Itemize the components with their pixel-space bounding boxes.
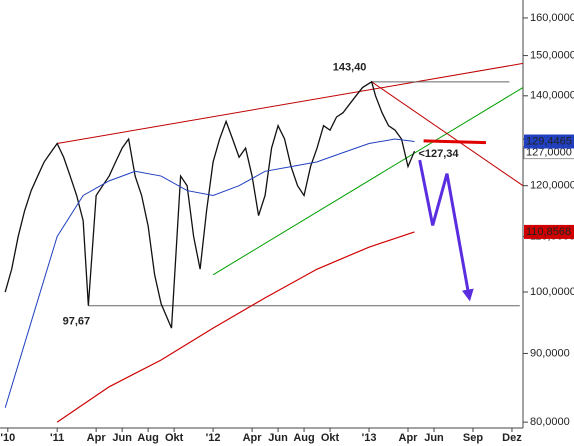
annotation: <127,34 [418,148,459,160]
price-label-box [524,224,574,239]
series-line [4,138,415,408]
trend-line [212,87,524,276]
y-tick-label: 100,0000 [530,286,574,298]
x-tick-label: '12 [206,432,221,444]
x-tick-label: Okt [165,432,184,444]
x-tick-label: '11 [50,432,64,444]
price-label: 129,4465 [526,135,572,147]
y-tick-label: 120,0000 [530,180,574,192]
trend-line [423,139,487,145]
y-tick-label: 150,0000 [530,49,574,61]
y-tick-label: 140,0000 [530,90,574,102]
x-tick-label: '13 [362,432,377,444]
x-tick-label: Jun [112,432,132,444]
x-tick-label: Aug [137,432,158,444]
x-tick-label: Apr [399,432,419,444]
price-label: 110,8568 [526,226,571,238]
trend-line [57,62,524,145]
price-label-box [524,134,574,149]
x-tick-label: Apr [243,432,263,444]
x-tick-label: Jun [268,432,288,444]
x-tick-label: Jun [424,432,444,444]
annotation: 97,67 [63,316,91,328]
y-tick-label: 90,0000 [530,347,570,359]
x-tick-label: Aug [293,432,314,444]
y-tick-label: 80,0000 [530,416,570,428]
series-line [56,231,415,423]
price-label: 127,0000 [526,147,572,159]
trend-line [371,81,524,187]
x-tick-label: Dez [502,432,522,444]
x-tick-label: Apr [87,432,107,444]
x-tick-label: Okt [321,432,340,444]
trend-line [418,159,474,302]
series-line [4,80,416,329]
y-tick-label: 160,0000 [530,12,574,24]
annotation: 143,40 [333,62,367,74]
x-tick-label: Sep [463,432,483,444]
x-tick-label: '10 [0,432,15,444]
